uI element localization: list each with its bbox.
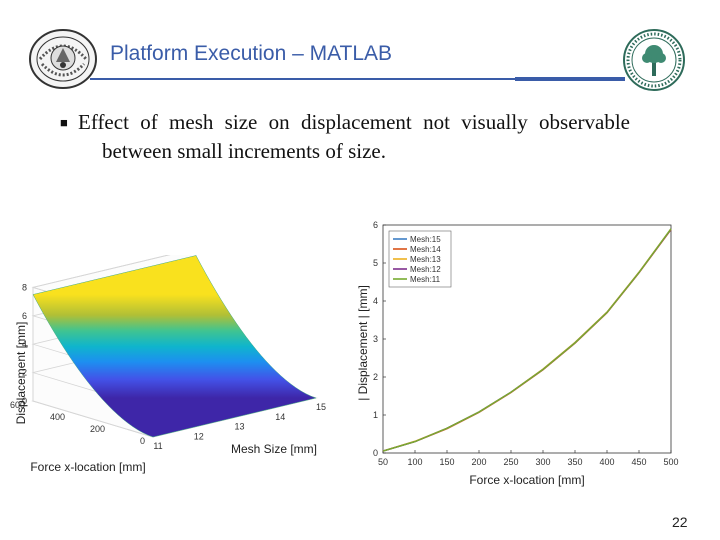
institute-tree-logo [623,29,685,91]
surface-ylabel: Force x-location [mm] [30,460,145,474]
line-plot-tick-labels: 50 100 150 200 250 300 350 400 450 500 0 1 2 3 4 5 6 [373,220,679,467]
surface-mesh [32,255,317,438]
line-plot-xlabel: Force x-location [mm] [469,473,584,487]
legend-entry: Mesh:13 [410,255,441,264]
line-plot-x-tick: 500 [663,457,678,467]
surface-z-tick: 0 [22,396,27,406]
line-plot-y-tick: 2 [373,372,378,382]
line-plot-y-tick: 0 [373,448,378,458]
surface-y-tick: 200 [90,424,105,434]
surface-plot: 0 2 4 6 8 11 12 13 14 15 0 200 400 600 Displacement [… [10,255,326,474]
line-plot-x-tick: 250 [503,457,518,467]
surface-x-tick: 15 [316,402,326,412]
line-plot: 50 100 150 200 250 300 350 400 450 500 0 1 2 3 4 5 6 Mes… [356,220,679,487]
title-underline-accent [515,77,625,81]
line-series-mesh-11 [382,228,672,452]
surface-y-tick: 400 [50,412,65,422]
slide-title: Platform Execution – MATLAB [110,42,393,65]
line-plot-x-tick: 200 [471,457,486,467]
surface-z-tick: 8 [22,282,27,292]
surface-x-tick: 11 [153,441,162,451]
line-plot-x-tick: 150 [439,457,454,467]
surface-xlabel: Mesh Size [mm] [231,442,317,456]
legend-entry: Mesh:11 [410,275,441,284]
line-plot-x-tick: 300 [535,457,550,467]
surface-z-tick: 6 [22,311,27,321]
legend-entry: Mesh:15 [410,235,441,244]
line-plot-x-tick: 50 [378,457,388,467]
bullet-point: ■ Effect of mesh size on displacement no… [60,108,630,166]
line-plot-y-tick: 1 [373,410,378,420]
line-plot-y-tick: 3 [373,334,378,344]
bullet-square-icon: ■ [60,115,68,130]
surface-tick-labels: 0 2 4 6 8 11 12 13 14 15 0 200 400 600 [10,282,326,451]
line-plot-ylabel: | Displacement | [mm] [356,285,370,401]
legend-entry: Mesh:14 [410,245,441,254]
line-plot-x-tick: 350 [567,457,582,467]
university-seal-logo [29,29,97,89]
legend-entry: Mesh:12 [410,265,441,274]
surface-z-tick: 2 [22,368,27,378]
surface-y-tick: 600 [10,400,25,410]
line-plot-y-tick: 6 [373,220,378,230]
surface-zlabel: Displacement [mm] [14,322,28,425]
line-plot-x-tick: 100 [407,457,422,467]
surface-patch [32,255,317,438]
line-plot-x-tick: 400 [599,457,614,467]
surface-x-tick: 13 [234,422,244,432]
bullet-text: Effect of mesh size on displacement not … [78,110,630,163]
page-number: 22 [672,514,688,530]
line-plot-series [382,228,672,452]
surface-y-tick: 0 [140,436,145,446]
line-plot-y-tick: 5 [373,258,378,268]
surface-z-tick: 4 [22,339,27,349]
line-plot-y-tick: 4 [373,296,378,306]
surface-x-tick: 14 [275,412,285,422]
surface-x-tick: 12 [194,431,204,441]
line-plot-x-tick: 450 [631,457,646,467]
title-underline [90,78,515,80]
